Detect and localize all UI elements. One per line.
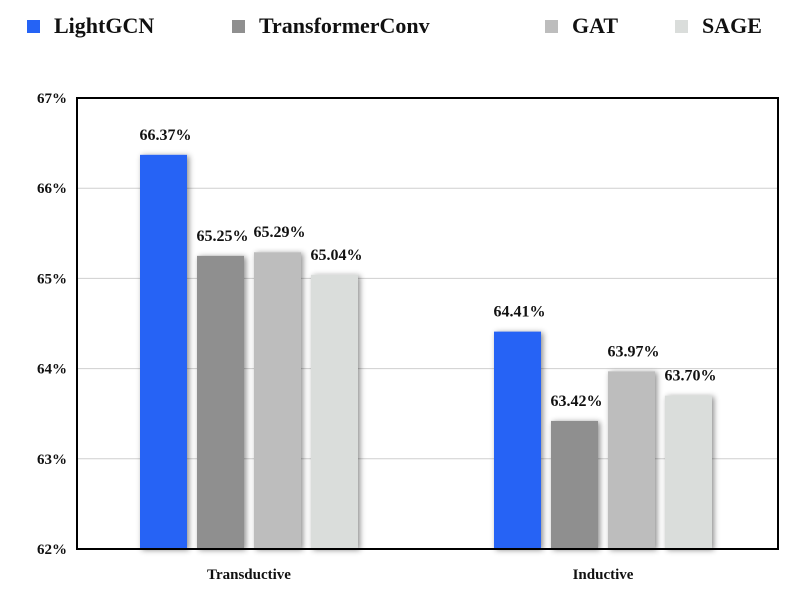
legend-item-gat: GAT bbox=[545, 13, 618, 39]
legend-swatch-sage bbox=[675, 19, 688, 33]
bars bbox=[140, 154, 712, 550]
data-label-transformerconv-inductive: 63.42% bbox=[551, 393, 603, 410]
legend-label-lightgcn: LightGCN bbox=[54, 13, 155, 38]
data-labels: 66.37% 65.25% 65.29% 65.04% 64.41% 63.42% 63.9… bbox=[140, 127, 717, 410]
y-tick-label: 65% bbox=[37, 271, 67, 287]
legend-swatch-gat bbox=[545, 19, 558, 33]
y-tick-label: 62% bbox=[37, 542, 67, 558]
x-axis-categories: Transductive Inductive bbox=[207, 567, 634, 583]
bar-gat-inductive bbox=[608, 371, 655, 549]
data-label-lightgcn-inductive: 64.41% bbox=[494, 304, 546, 321]
bar-gat-transductive bbox=[254, 252, 301, 549]
legend-swatch-lightgcn bbox=[27, 19, 40, 33]
legend-swatch-transformerconv bbox=[232, 19, 245, 33]
data-label-sage-inductive: 63.70% bbox=[665, 368, 717, 385]
y-tick-label: 64% bbox=[37, 362, 67, 378]
bar-transformerconv-inductive bbox=[551, 420, 598, 549]
legend-label-gat: GAT bbox=[572, 13, 619, 38]
data-label-transformerconv-transductive: 65.25% bbox=[197, 228, 249, 245]
bar-lightgcn-transductive bbox=[140, 154, 187, 550]
bar-sage-transductive bbox=[311, 274, 358, 549]
y-axis-ticks: 62% 63% 64% 65% 66% 67% bbox=[37, 91, 67, 558]
category-label-inductive: Inductive bbox=[573, 567, 634, 583]
y-tick-label: 67% bbox=[37, 91, 67, 107]
bar-sage-inductive bbox=[665, 395, 712, 549]
y-tick-label: 66% bbox=[37, 181, 67, 197]
legend-item-sage: SAGE bbox=[675, 13, 762, 39]
bar-transformerconv-transductive bbox=[197, 255, 244, 549]
legend-item-transformerconv: TransformerConv bbox=[232, 13, 430, 39]
data-label-sage-transductive: 65.04% bbox=[311, 247, 363, 264]
bar-lightgcn-inductive bbox=[494, 331, 541, 549]
legend-item-lightgcn: LightGCN bbox=[27, 13, 154, 39]
legend-label-transformerconv: TransformerConv bbox=[259, 13, 430, 38]
data-label-gat-transductive: 65.29% bbox=[254, 224, 306, 241]
legend: LightGCN TransformerConv GAT SAGE bbox=[0, 13, 793, 43]
legend-label-sage: SAGE bbox=[702, 13, 762, 38]
plot-frame bbox=[76, 97, 779, 550]
category-label-transductive: Transductive bbox=[207, 567, 291, 583]
data-label-lightgcn-transductive: 66.37% bbox=[140, 127, 192, 144]
y-tick-label: 63% bbox=[37, 452, 67, 468]
data-label-gat-inductive: 63.97% bbox=[608, 343, 660, 360]
